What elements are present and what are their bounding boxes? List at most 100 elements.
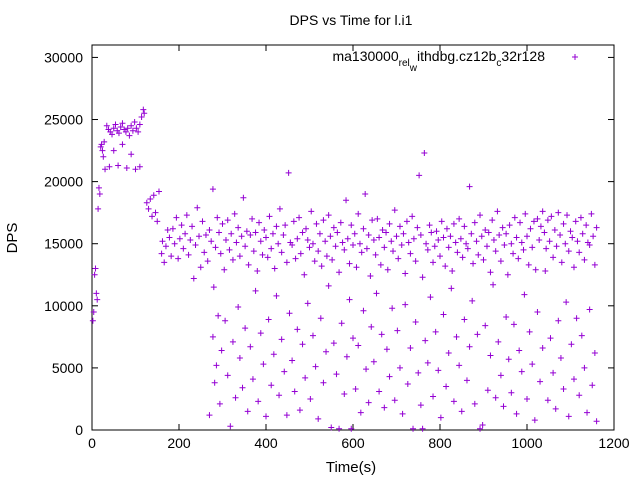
data-point [124,125,131,132]
data-point [584,409,591,416]
data-point [289,241,296,248]
data-point [309,332,316,339]
data-point [304,300,311,307]
data-point [407,345,414,352]
data-point [438,218,445,225]
data-point [343,197,350,204]
data-point [353,264,360,271]
data-point [448,285,455,292]
data-point [557,354,564,361]
data-point [159,238,166,245]
data-point [316,230,323,237]
data-point [376,388,383,395]
data-point [450,220,457,227]
x-tick-label: 1200 [598,435,629,451]
data-point [424,246,431,253]
data-point [161,259,168,266]
data-point [122,128,129,135]
data-point [541,229,548,236]
data-point [268,245,275,252]
data-point [96,191,103,198]
data-point [312,363,319,370]
data-point [477,212,484,219]
data-point [440,234,447,241]
data-point [537,378,544,385]
data-point [539,208,546,215]
legend-part-6: 32r128 [501,48,545,64]
data-point [92,265,99,272]
data-point [449,268,456,275]
data-point [363,245,370,252]
data-point [417,402,424,409]
data-point [173,214,180,221]
data-point [456,215,463,222]
data-point [404,381,411,388]
data-point [591,261,598,268]
data-point [555,317,562,324]
data-point [563,299,570,306]
data-point [357,409,364,416]
data-point [454,249,461,256]
data-point [351,230,358,237]
data-point [440,311,447,318]
data-point [447,233,454,240]
data-point [399,410,406,417]
data-point [291,388,298,395]
data-point [548,213,555,220]
data-point [403,218,410,225]
data-point [390,248,397,255]
data-point [219,220,226,227]
data-point [323,348,330,355]
data-point [423,240,430,247]
legend: ma130000relwithdbg.cz12bc32r128 [332,48,578,74]
data-point [283,412,290,419]
data-point [252,229,259,236]
data-point [138,114,145,121]
data-point [553,243,560,250]
data-point [370,358,377,365]
legend-marker [572,54,578,60]
data-point [471,219,478,226]
data-point [443,383,450,390]
data-point [437,253,443,260]
data-point [497,258,504,265]
data-point [150,192,157,199]
data-point [317,315,324,322]
data-point [106,163,113,170]
data-point [536,236,543,243]
data-point [459,254,466,261]
data-point [543,245,550,252]
data-point [261,227,268,234]
data-point [190,275,197,282]
data-point [432,328,439,335]
data-point [348,425,355,432]
y-tick-label: 30000 [44,49,83,65]
data-point [577,214,584,221]
data-point [492,394,499,401]
data-point [164,227,171,234]
data-point [567,228,574,235]
data-point [332,243,339,250]
data-point [243,228,250,235]
data-point [91,271,98,278]
data-point [297,250,304,257]
data-point [178,222,185,229]
data-point [499,224,506,231]
data-point [315,248,322,255]
data-point [115,162,122,169]
data-point [101,138,108,145]
data-point [199,218,206,225]
data-point [494,208,501,215]
axis-ticks: 0 200 400 600 800 1000 1200 0 5000 10000 15000 2000… [44,45,630,451]
data-point [500,403,507,410]
data-point [289,357,296,364]
data-point [338,320,345,327]
legend-marker-symbol [572,54,578,60]
legend-part-2: rel [399,58,410,69]
data-point [506,222,513,229]
data-point [505,356,512,363]
data-point [552,405,559,412]
data-point [209,186,216,193]
data-point [176,235,183,242]
data-point [249,376,256,383]
